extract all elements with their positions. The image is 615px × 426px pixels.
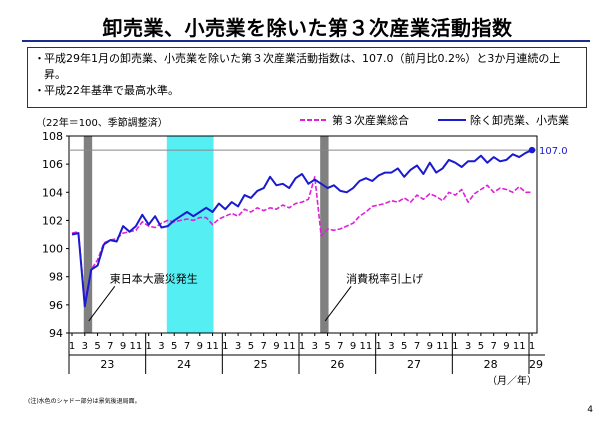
title-underline — [22, 40, 590, 42]
x-tick-label: 11 — [130, 341, 143, 352]
x-tick-label: 5 — [248, 341, 254, 352]
x-tick-label: 7 — [414, 341, 420, 352]
bullet-icon: ・ — [34, 52, 45, 65]
year-label: 23 — [100, 358, 114, 371]
summary-note: ・ 平成22年基準で最高水準。 — [34, 83, 580, 99]
series-line-excluding-wholesale-retail — [71, 149, 533, 308]
x-tick-label: 7 — [337, 341, 343, 352]
x-tick-label: 9 — [273, 341, 279, 352]
x-tick-label: 3 — [235, 341, 241, 352]
y-tick-label: 102 — [42, 214, 63, 227]
x-tick-label: 5 — [94, 341, 100, 352]
y-axis-label: （22年＝100、季節調整済） — [36, 116, 168, 129]
x-tick-label: 3 — [312, 341, 318, 352]
legend-label: 除く卸売業、小売業 — [470, 113, 569, 127]
x-tick-label: 9 — [503, 341, 509, 352]
end-value-label: 107.0 — [539, 146, 568, 157]
legend-label: 第３次産業総合 — [332, 113, 409, 127]
y-tick-label: 100 — [42, 243, 63, 256]
year-label: 24 — [177, 358, 191, 371]
x-tick-label: 11 — [436, 341, 449, 352]
x-tick-label: 1 — [452, 341, 458, 352]
x-tick-label: 11 — [206, 341, 219, 352]
x-tick-label: 7 — [184, 341, 190, 352]
y-tick-label: 104 — [42, 186, 63, 199]
x-tick-label: 7 — [107, 341, 113, 352]
year-label: 27 — [407, 358, 421, 371]
x-tick-label: 5 — [324, 341, 330, 352]
y-tick-label: 94 — [49, 327, 63, 340]
x-tick-label: 1 — [299, 341, 305, 352]
x-axis-label: （月／年） — [487, 374, 537, 387]
summary-box: ・ 平成29年1月の卸売業、小売業を除いた第３次産業活動指数は、107.0（前月… — [27, 47, 587, 108]
page-title: 卸売業、小売業を除いた第３次産業活動指数 — [102, 16, 513, 40]
summary-note-text: 平成29年1月の卸売業、小売業を除いた第３次産業活動指数は、107.0（前月比0… — [44, 52, 561, 81]
x-tick-label: 3 — [82, 341, 88, 352]
event-shade — [83, 136, 93, 333]
x-tick-label: 7 — [490, 341, 496, 352]
x-tick-label: 1 — [222, 341, 228, 352]
x-tick-label: 11 — [513, 341, 526, 352]
annotation-pointer — [324, 286, 352, 322]
x-tick-label: 5 — [171, 341, 177, 352]
plot-frame — [68, 135, 538, 334]
x-tick-label: 11 — [283, 341, 296, 352]
y-tick-label: 108 — [42, 130, 63, 143]
summary-note: ・ 平成29年1月の卸売業、小売業を除いた第３次産業活動指数は、107.0（前月… — [34, 51, 580, 83]
x-tick-label: 3 — [388, 341, 394, 352]
year-label: 28 — [484, 358, 498, 371]
end-point-marker — [528, 146, 536, 154]
summary-note-text: 平成22年基準で最高水準。 — [44, 84, 179, 97]
y-tick-label: 106 — [42, 158, 63, 171]
x-tick-label: 1 — [145, 341, 151, 352]
x-tick-label: 5 — [478, 341, 484, 352]
x-tick-label: 3 — [158, 341, 164, 352]
x-tick-label: 3 — [465, 341, 471, 352]
x-tick-label: 1 — [69, 341, 75, 352]
x-tick-label: 9 — [427, 341, 433, 352]
x-tick-label: 9 — [350, 341, 356, 352]
y-tick-label: 96 — [49, 299, 63, 312]
y-tick-label: 98 — [49, 271, 63, 284]
year-label: 26 — [330, 358, 344, 371]
bullet-icon: ・ — [34, 84, 45, 97]
x-tick-label: 11 — [360, 341, 373, 352]
x-tick-label: 7 — [260, 341, 266, 352]
annotation-label: 消費税率引上げ — [346, 271, 423, 285]
x-tick-label: 1 — [375, 341, 381, 352]
x-tick-label: 5 — [401, 341, 407, 352]
recession-shade — [166, 136, 214, 333]
footnote: (注)水色のシャドー部分は景気後退局面。 — [28, 398, 141, 405]
x-tick-label: 9 — [197, 341, 203, 352]
x-tick-label: 1 — [529, 341, 535, 352]
event-shade — [320, 136, 329, 333]
x-tick-label: 9 — [120, 341, 126, 352]
annotation-pointer — [88, 286, 116, 322]
year-label: 25 — [254, 358, 268, 371]
page-number: 4 — [587, 405, 593, 415]
year-label: 29 — [529, 358, 543, 371]
series-line-total — [71, 176, 532, 303]
annotation-label: 東日本大震災発生 — [110, 271, 198, 285]
